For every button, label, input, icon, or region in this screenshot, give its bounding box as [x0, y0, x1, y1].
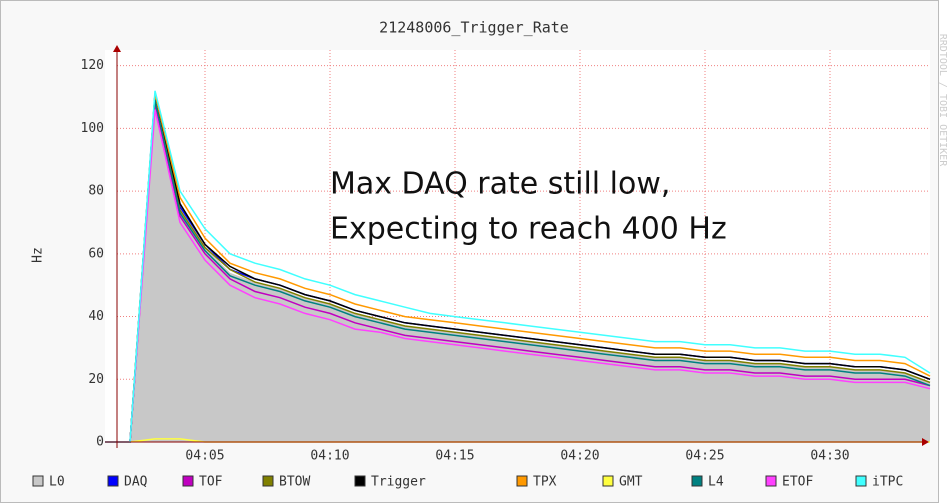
watermark: RRDTOOL / TOBI OETIKER — [937, 34, 948, 167]
x-tick-label: 04:25 — [685, 449, 724, 464]
legend-label: Trigger — [371, 475, 426, 490]
line — [105, 93, 931, 443]
legend-label: BTOW — [279, 475, 310, 490]
y-tick-label: 120 — [81, 58, 104, 73]
y-tick-label: 100 — [81, 121, 104, 136]
legend-swatch — [602, 475, 614, 487]
x-arrow — [922, 438, 929, 446]
legend-label: TPX — [533, 475, 557, 490]
legend-label: GMT — [619, 475, 643, 490]
y-tick-label: 20 — [88, 372, 104, 387]
legend-label: TOF — [199, 475, 223, 490]
legend-label: iTPC — [872, 475, 903, 490]
legend-swatch — [107, 475, 119, 487]
line — [105, 109, 931, 443]
area — [105, 97, 930, 442]
legend-label: ETOF — [782, 475, 813, 490]
x-tick-label: 04:30 — [810, 449, 849, 464]
y-axis-label: Hz — [31, 247, 46, 263]
y-tick-label: 40 — [88, 309, 104, 324]
chart-title: 21248006_Trigger_Rate — [379, 19, 569, 37]
line — [105, 90, 931, 443]
legend-label: L0 — [49, 475, 65, 490]
line — [105, 93, 931, 443]
legend-swatch — [354, 475, 366, 487]
legend-swatch — [765, 475, 777, 487]
legend-swatch — [691, 475, 703, 487]
legend-swatch — [516, 475, 528, 487]
annotation: Expecting to reach 400 Hz — [330, 212, 727, 247]
y-tick-label: 80 — [88, 184, 104, 199]
annotation: Max DAQ rate still low, — [330, 167, 670, 202]
legend-label: L4 — [708, 475, 724, 490]
x-tick-label: 04:15 — [435, 449, 474, 464]
x-tick-label: 04:10 — [310, 449, 349, 464]
legend-swatch — [855, 475, 867, 487]
x-tick-label: 04:20 — [560, 449, 599, 464]
y-tick-label: 0 — [96, 435, 104, 450]
line — [105, 103, 931, 443]
legend-swatch — [262, 475, 274, 487]
y-arrow — [113, 45, 121, 52]
x-tick-label: 04:05 — [185, 449, 224, 464]
y-tick-label: 60 — [88, 246, 104, 261]
legend-label: DAQ — [124, 475, 148, 490]
legend-swatch — [182, 475, 194, 487]
line — [105, 100, 931, 443]
line — [105, 96, 931, 443]
legend-swatch — [32, 475, 44, 487]
